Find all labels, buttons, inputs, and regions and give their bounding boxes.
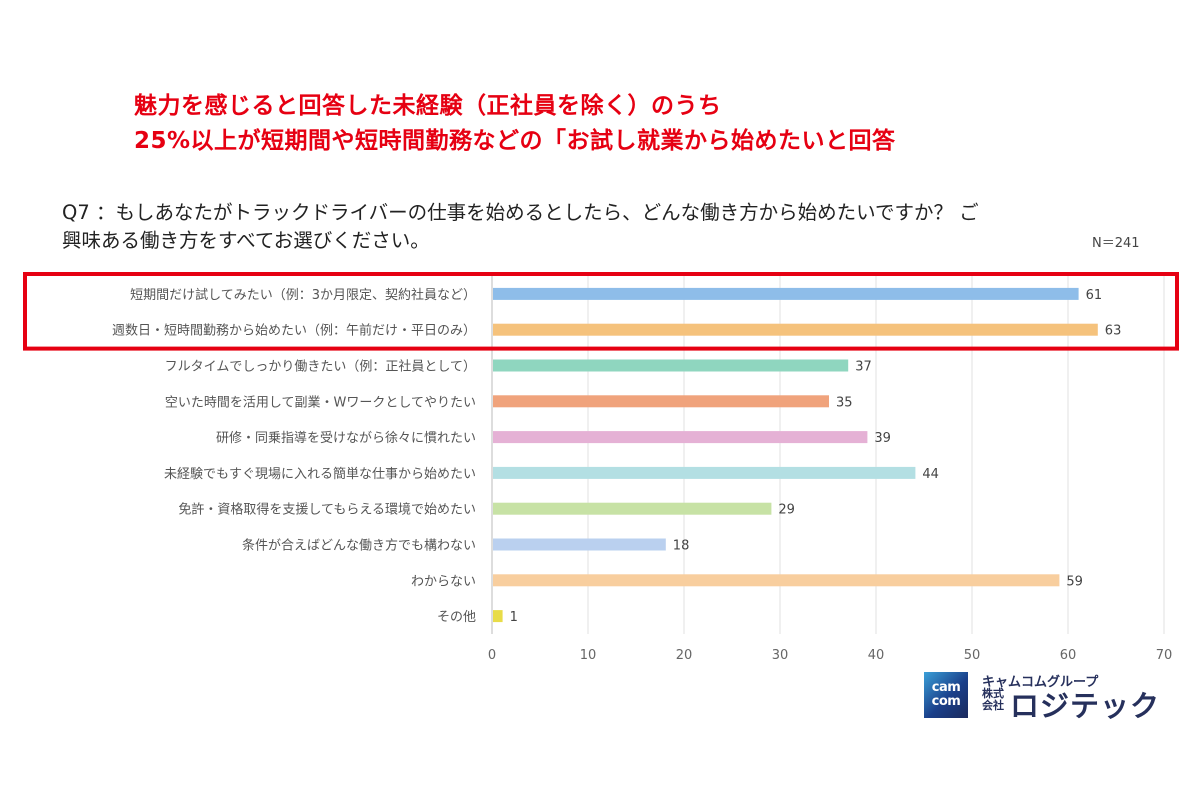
bar — [493, 395, 829, 408]
company-logo-mark: cam com — [924, 672, 968, 718]
highlight-box — [23, 272, 1179, 351]
data-label: 61 — [1086, 288, 1103, 303]
category-label: 空いた時間を活用して副業・Wワークとしてやりたい — [165, 394, 476, 410]
data-label: 44 — [922, 467, 939, 482]
question-line2: 興味ある働き方をすべてお選びください。 — [62, 229, 430, 252]
bar — [493, 574, 1060, 587]
x-tick-label: 10 — [580, 648, 597, 663]
category-label: 免許・資格取得を支援してもらえる環境で始めたい — [178, 502, 476, 518]
data-label: 1 — [510, 610, 518, 625]
x-tick-label: 50 — [964, 648, 981, 663]
x-tick-label: 30 — [772, 648, 789, 663]
data-label: 35 — [836, 395, 853, 410]
category-label: 未経験でもすぐ現場に入れる簡単な仕事から始めたい — [164, 466, 476, 482]
question-line1: Q7 ：もしあなたがトラックドライバーの仕事を始めるとしたら、どんな働き方から始… — [62, 201, 979, 224]
data-label: 59 — [1066, 574, 1083, 589]
bar — [493, 287, 1079, 300]
logo-group-name: キャムコムグループ — [982, 675, 1099, 690]
logo-brand: ロジテック — [1010, 689, 1161, 723]
bar — [493, 431, 868, 444]
bar — [493, 502, 772, 515]
headline-line2: 25%以上が短期間や短時間勤務などの「お試し就業から始めたいと回答 — [134, 128, 896, 154]
x-tick-label: 60 — [1060, 648, 1077, 663]
data-label: 29 — [778, 503, 795, 518]
category-label: その他 — [437, 610, 476, 625]
bar — [493, 538, 666, 551]
bar — [493, 610, 503, 623]
data-label: 39 — [874, 431, 891, 446]
sample-size: N＝241 — [1092, 236, 1140, 251]
x-tick-label: 40 — [868, 648, 885, 663]
x-tick-label: 0 — [488, 648, 496, 663]
data-label: 37 — [855, 360, 872, 375]
bar — [493, 359, 849, 372]
category-label: わからない — [411, 574, 476, 589]
category-label: 短期間だけ試してみたい（例：3か月限定、契約社員など） — [130, 287, 476, 303]
bar — [493, 323, 1098, 336]
x-tick-label: 70 — [1156, 648, 1173, 663]
data-label: 18 — [673, 539, 690, 554]
logo-kabushiki-kaisha: 株式 会社 — [982, 687, 1004, 712]
headline-line1: 魅力を感じると回答した未経験（正社員を除く）のうち — [134, 93, 722, 119]
category-label: 週数日・短時間勤務から始めたい（例：午前だけ・平日のみ） — [112, 323, 476, 339]
category-label: フルタイムでしっかり働きたい（例：正社員として） — [165, 359, 476, 375]
x-tick-label: 20 — [676, 648, 693, 663]
category-label: 研修・同乗指導を受けながら徐々に慣れたい — [216, 430, 476, 446]
data-label: 63 — [1105, 324, 1122, 339]
category-label: 条件が合えばどんな働き方でも構わない — [242, 538, 476, 554]
bar — [493, 466, 916, 479]
